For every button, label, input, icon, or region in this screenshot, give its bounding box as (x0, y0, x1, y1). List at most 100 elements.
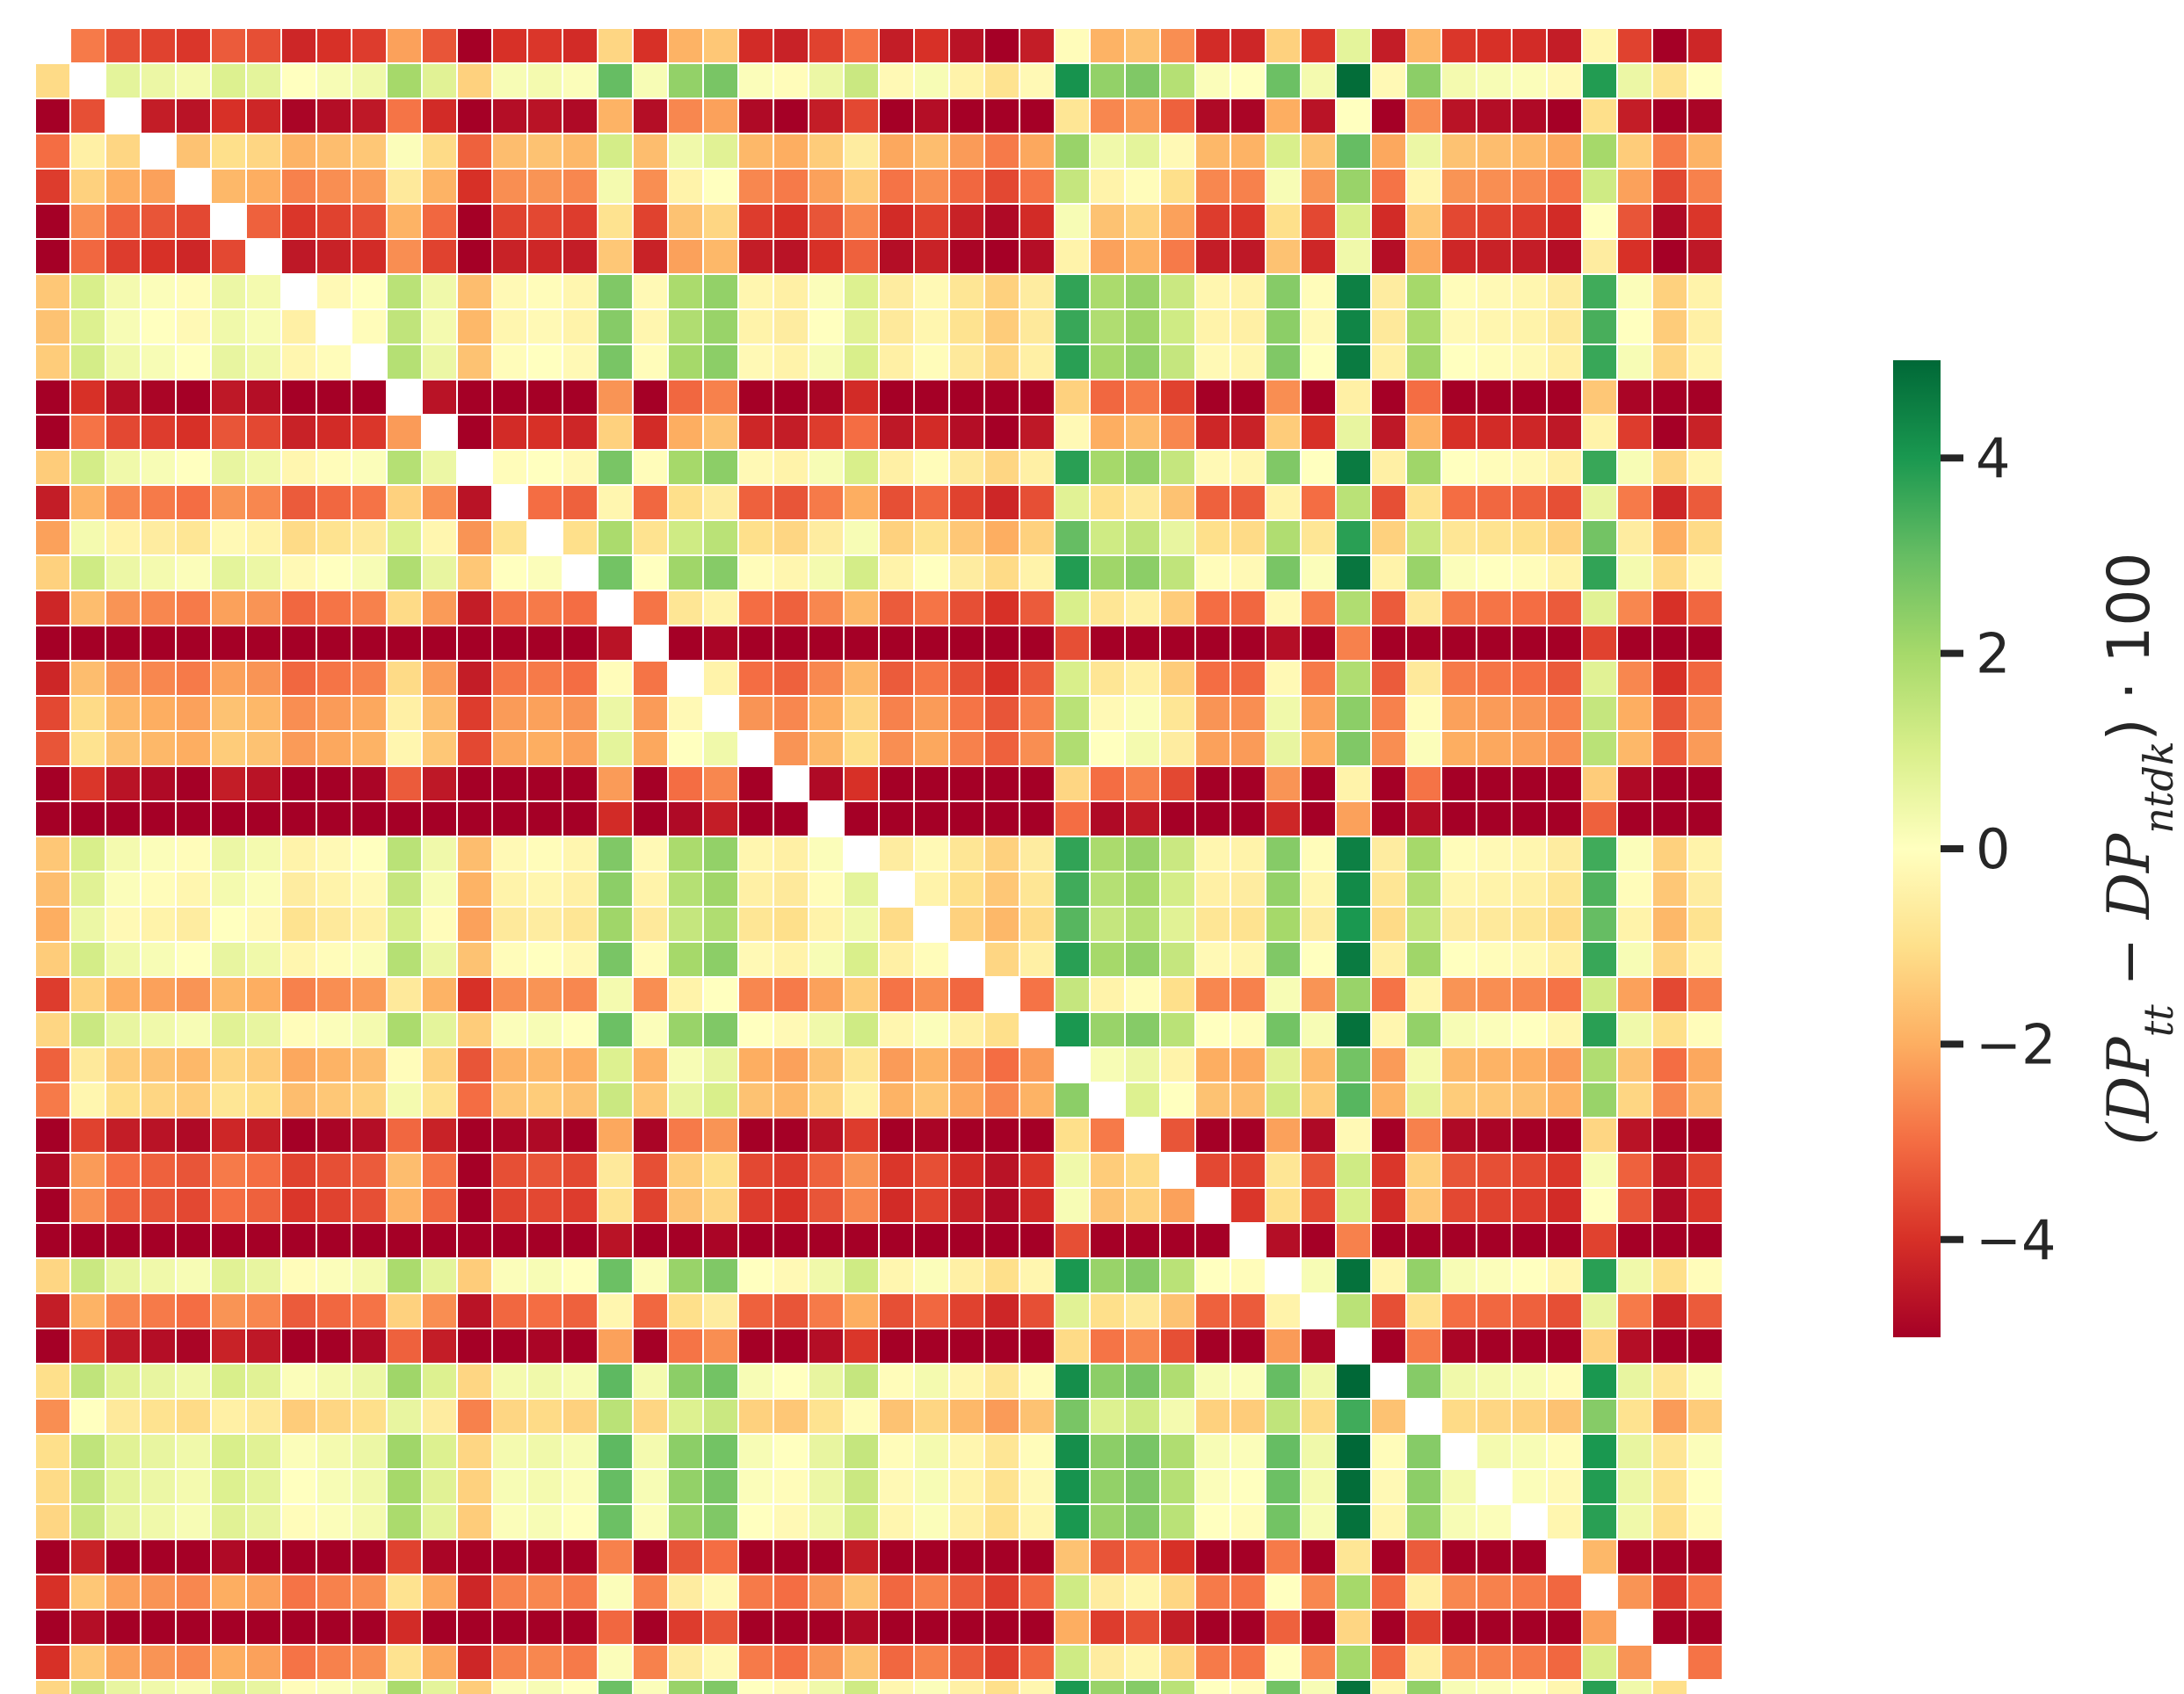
heatmap-cell (1159, 871, 1196, 908)
heatmap-cell (737, 800, 774, 837)
heatmap-cell (1300, 414, 1337, 451)
heatmap-cell (808, 1082, 845, 1118)
heatmap-cell (737, 1187, 774, 1224)
heatmap-cell (175, 414, 212, 451)
heatmap-cell (1194, 484, 1231, 521)
heatmap-cell (562, 449, 599, 486)
heatmap-cell (1194, 1398, 1231, 1435)
heatmap-cell (1651, 379, 1688, 416)
heatmap-cell (69, 98, 106, 134)
heatmap-cell (1019, 730, 1056, 767)
heatmap-cell (1687, 98, 1723, 134)
heatmap-cell (1265, 836, 1302, 872)
heatmap-cell (1651, 1538, 1688, 1575)
heatmap-cell (1440, 976, 1477, 1013)
heatmap-cell (105, 1468, 141, 1505)
heatmap-cell (878, 800, 915, 837)
heatmap-cell (1616, 625, 1653, 662)
heatmap-cell (1511, 1468, 1548, 1505)
heatmap-cell (1581, 1363, 1618, 1400)
heatmap-cell (245, 1398, 282, 1435)
heatmap-cell (737, 1468, 774, 1505)
heatmap-cell (105, 1082, 141, 1118)
heatmap-cell (913, 765, 950, 802)
heatmap-cell (175, 765, 212, 802)
heatmap-cell (737, 976, 774, 1013)
heatmap-cell (1511, 1574, 1548, 1611)
heatmap-cell (1194, 414, 1231, 451)
heatmap-cell (316, 27, 352, 64)
heatmap-cell (69, 1082, 106, 1118)
heatmap-cell (1687, 27, 1723, 64)
heatmap-cell (948, 62, 985, 99)
heatmap-cell (632, 379, 669, 416)
colorbar-tick-label: 0 (1976, 817, 2010, 881)
heatmap-cell (913, 203, 950, 240)
heatmap-cell (1511, 1679, 1548, 1694)
heatmap-cell (632, 1574, 669, 1611)
heatmap-cell (1089, 1468, 1126, 1505)
heatmap-cell (1511, 519, 1548, 556)
heatmap-cell (1476, 554, 1513, 591)
heatmap-cell (702, 1152, 739, 1189)
heatmap-cell (1159, 1257, 1196, 1294)
heatmap-cell (351, 273, 388, 310)
heatmap-cell (667, 238, 704, 275)
heatmap-cell (140, 273, 177, 310)
heatmap-cell (140, 906, 177, 943)
heatmap-cell (1546, 519, 1583, 556)
heatmap-cell (105, 1152, 141, 1189)
heatmap-cell (1265, 203, 1302, 240)
heatmap-cell (526, 379, 563, 416)
heatmap-cell (456, 133, 493, 170)
heatmap-cell (808, 62, 845, 99)
heatmap-cell (1476, 765, 1513, 802)
heatmap-cell (737, 238, 774, 275)
heatmap-cell (140, 1433, 177, 1470)
heatmap-cell (878, 660, 915, 697)
heatmap-cell (773, 133, 809, 170)
heatmap-cell (34, 379, 71, 416)
heatmap-cell (843, 344, 880, 380)
heatmap-cell (456, 1574, 493, 1611)
heatmap-cell (948, 133, 985, 170)
heatmap-cell (245, 1433, 282, 1470)
heatmap-cell (175, 273, 212, 310)
heatmap-cell (351, 1152, 388, 1189)
heatmap-cell (526, 1538, 563, 1575)
heatmap-cell (491, 976, 528, 1013)
heatmap-cell (667, 203, 704, 240)
heatmap-cell (280, 308, 317, 345)
heatmap-cell (421, 62, 458, 99)
heatmap-cell (597, 1609, 634, 1646)
heatmap-cell (1476, 1503, 1513, 1540)
heatmap-cell (1335, 168, 1372, 205)
heatmap-cell (808, 1609, 845, 1646)
heatmap-cell (1335, 379, 1372, 416)
heatmap-cell (1405, 1503, 1442, 1540)
heatmap-cell (1089, 765, 1126, 802)
heatmap-cell (913, 1363, 950, 1400)
heatmap-cell (1440, 1117, 1477, 1154)
heatmap-cell (1054, 765, 1091, 802)
heatmap-cell (737, 449, 774, 486)
heatmap-cell (105, 730, 141, 767)
heatmap-cell (948, 906, 985, 943)
heatmap-cell (456, 906, 493, 943)
heatmap-cell (1616, 1292, 1653, 1329)
heatmap-cell (105, 1644, 141, 1681)
heatmap-cell (773, 730, 809, 767)
heatmap-cell (421, 1363, 458, 1400)
heatmap-cell (1300, 308, 1337, 345)
heatmap-cell (351, 976, 388, 1013)
heatmap-cell (526, 203, 563, 240)
heatmap-cell (878, 1222, 915, 1259)
heatmap-cell (1159, 133, 1196, 170)
heatmap-cell (702, 1117, 739, 1154)
heatmap-cell (1476, 449, 1513, 486)
heatmap-cell (280, 484, 317, 521)
heatmap-cell (34, 1222, 71, 1259)
heatmap-cell (1124, 976, 1161, 1013)
heatmap-cell (773, 379, 809, 416)
heatmap-cell (1019, 344, 1056, 380)
